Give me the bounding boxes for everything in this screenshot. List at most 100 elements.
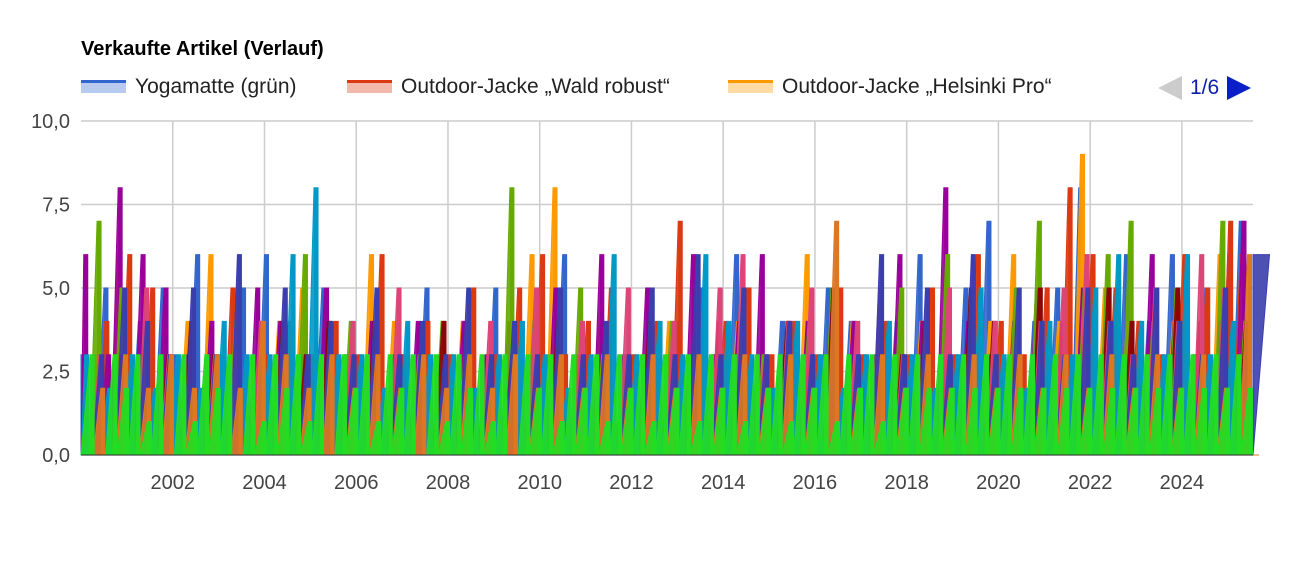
data-bar bbox=[726, 321, 731, 455]
axes: 0,0 2,5 5,0 7,5 10,0 2002 2004 2006 2008 2010 2012… bbox=[31, 111, 1253, 494]
data-bar bbox=[1191, 354, 1196, 455]
x-tick-label: 2016 bbox=[793, 472, 838, 494]
data-bar bbox=[353, 388, 358, 455]
x-tick-label: 2010 bbox=[517, 472, 562, 494]
data-bar bbox=[1156, 388, 1161, 455]
data-bar bbox=[97, 221, 102, 455]
data-bar bbox=[938, 354, 943, 455]
data-bar bbox=[1214, 354, 1219, 455]
x-tick-label: 2006 bbox=[334, 472, 379, 494]
data-bar bbox=[330, 354, 335, 455]
legend-swatch bbox=[81, 80, 126, 94]
data-bar bbox=[388, 354, 393, 455]
data-bar bbox=[880, 354, 885, 455]
data-bar bbox=[720, 388, 725, 455]
data-bar bbox=[468, 388, 473, 455]
legend-item-helsinki-pro[interactable]: Outdoor-Jacke „Helsinki Pro“ bbox=[728, 75, 1052, 99]
data-bar bbox=[869, 354, 874, 455]
data-bar bbox=[376, 421, 381, 455]
data-bar bbox=[525, 354, 530, 455]
data-bar bbox=[150, 288, 155, 455]
data-bar bbox=[950, 388, 955, 455]
x-tick-label: 2012 bbox=[609, 472, 654, 494]
data-bar bbox=[697, 354, 702, 455]
data-bar bbox=[559, 354, 564, 455]
data-bar bbox=[1019, 388, 1024, 455]
x-tick-label: 2004 bbox=[242, 472, 287, 494]
data-bar bbox=[537, 388, 542, 455]
data-bar bbox=[503, 354, 508, 455]
data-bar bbox=[261, 321, 266, 455]
data-bar bbox=[612, 254, 617, 455]
data-bar bbox=[273, 354, 278, 455]
data-bar bbox=[961, 354, 966, 455]
data-bar bbox=[1122, 354, 1127, 455]
y-tick-label: 2,5 bbox=[42, 362, 70, 384]
data-bar bbox=[127, 254, 132, 455]
data-bar bbox=[319, 354, 324, 455]
data-bar bbox=[113, 354, 118, 455]
data-bar bbox=[1225, 388, 1230, 455]
data-bar bbox=[812, 388, 817, 455]
data-bar bbox=[1087, 388, 1092, 455]
data-bar bbox=[1064, 388, 1069, 455]
legend-label: Yogamatte (grün) bbox=[135, 75, 297, 98]
data-bar bbox=[979, 288, 984, 455]
legend-swatch bbox=[347, 80, 392, 94]
y-tick-label: 5,0 bbox=[42, 278, 70, 300]
data-bar bbox=[434, 354, 439, 455]
x-tick-label: 2014 bbox=[701, 472, 746, 494]
data-bar bbox=[789, 421, 794, 455]
data-bar bbox=[471, 288, 476, 455]
data-bar bbox=[124, 388, 129, 455]
data-bar bbox=[238, 388, 243, 455]
data-bar bbox=[560, 421, 565, 455]
data-bar bbox=[629, 388, 634, 455]
data-bar bbox=[1247, 254, 1252, 455]
data-bar bbox=[847, 354, 852, 455]
legend-item-yogamatte[interactable]: Yogamatte (grün) bbox=[81, 75, 297, 99]
data-bar bbox=[617, 354, 622, 455]
data-bar bbox=[675, 388, 680, 455]
data-bar bbox=[703, 254, 708, 455]
data-bar bbox=[457, 354, 462, 455]
x-tick-label: 2024 bbox=[1160, 472, 1205, 494]
data-bar bbox=[513, 354, 518, 455]
data-bar bbox=[399, 388, 404, 455]
y-tick-label: 7,5 bbox=[42, 195, 70, 217]
data-bar bbox=[1116, 254, 1121, 455]
data-bar bbox=[308, 421, 313, 455]
data-bar bbox=[678, 221, 683, 455]
data-bar bbox=[892, 354, 897, 455]
data-bar bbox=[100, 388, 105, 455]
data-bar bbox=[411, 354, 416, 455]
previous-page-icon[interactable] bbox=[1158, 76, 1182, 100]
data-bar bbox=[237, 254, 242, 455]
data-bar bbox=[480, 354, 485, 455]
data-bar bbox=[90, 354, 95, 455]
data-bar bbox=[801, 354, 806, 455]
x-tick-label: 2022 bbox=[1068, 472, 1113, 494]
data-bar bbox=[222, 321, 227, 455]
legend-item-wald-robust[interactable]: Outdoor-Jacke „Wald robust“ bbox=[347, 75, 670, 99]
data-bar bbox=[158, 354, 163, 455]
x-tick-label: 2020 bbox=[976, 472, 1021, 494]
data-bar bbox=[342, 354, 347, 455]
data-bar bbox=[606, 421, 611, 455]
y-tick-label: 10,0 bbox=[31, 111, 70, 133]
data-bar bbox=[652, 421, 657, 455]
data-bar bbox=[204, 354, 209, 455]
data-bar bbox=[663, 354, 668, 455]
data-bar bbox=[227, 354, 232, 455]
data-bar bbox=[365, 354, 370, 455]
data-bar bbox=[640, 354, 645, 455]
data-bar bbox=[136, 354, 141, 455]
data-bar bbox=[1076, 354, 1081, 455]
data-bar bbox=[1093, 288, 1098, 455]
next-page-icon[interactable] bbox=[1227, 76, 1252, 100]
data-bar bbox=[1223, 288, 1228, 455]
data-bar bbox=[686, 354, 691, 455]
legend-label: Outdoor-Jacke „Wald robust“ bbox=[401, 75, 670, 98]
data-bar bbox=[973, 388, 978, 455]
data-bar bbox=[250, 354, 255, 455]
